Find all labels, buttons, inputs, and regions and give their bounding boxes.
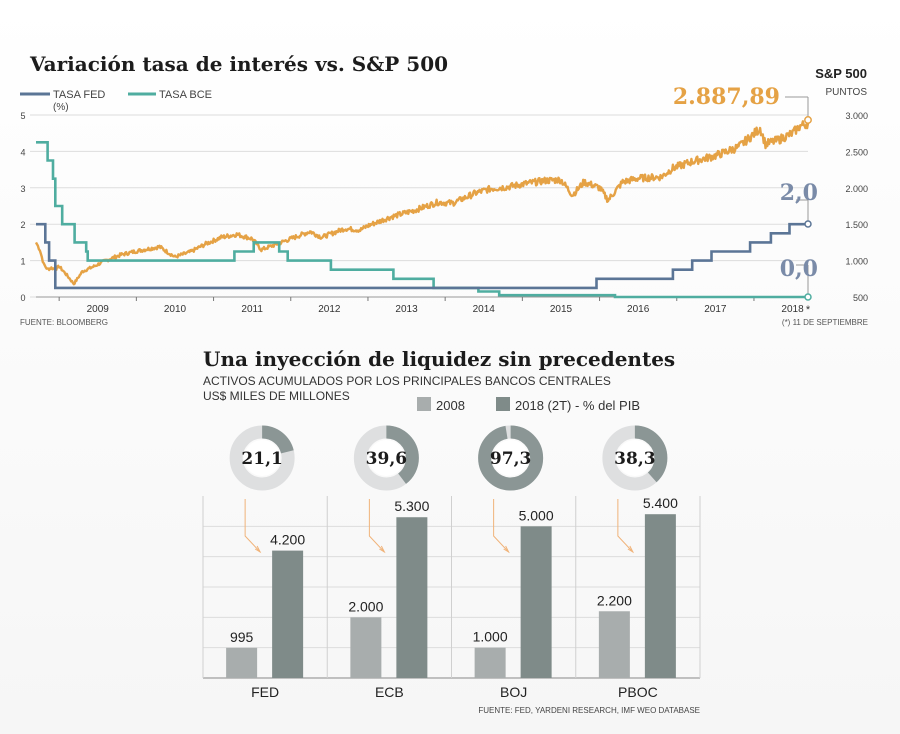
sp-end-marker [804,116,812,124]
bar-label-2008: 2.000 [348,598,383,614]
left-axis-ticks: 0 1 2 3 4 5 [20,111,25,303]
legend-bce-label: TASA BCE [159,89,212,101]
bar-2018-fed [272,550,304,678]
left-tick-label: 4 [20,147,25,157]
x-tick-label: 2012 [318,304,341,315]
donut-arc-pboc [602,425,668,491]
legend-2008-swatch [417,397,431,411]
bar-label-2008: 995 [230,629,254,645]
x-tick-label: 2017 [704,304,727,315]
pct-gdp-donuts: 21,1 39,6 97,3 38,3 [229,425,668,554]
donut-center [244,440,281,476]
bar-label-2018: 5.300 [394,498,429,514]
right-axis-title: S&P 500 [815,66,867,81]
left-tick-label: 2 [20,220,25,230]
connector-arrowhead [379,545,386,554]
pct-gdp-label-ecb: 39,6 [366,449,407,469]
x-tick-label: 2014 [473,304,496,315]
left-tick-label: 1 [20,257,25,267]
bar-label-2018: 5.400 [643,495,678,511]
x-tick-label: 2016 [627,304,650,315]
donut-arc-fed [229,425,295,491]
series-line-tasa-fed [36,222,808,290]
x-axis-ticks: 2009 2010 2011 2012 2013 2014 2015 2016 2017 2018 [36,296,808,315]
bar-2018-boj [520,526,552,678]
bottom-chart-subtitle-1: ACTIVOS ACUMULADOS POR LOS PRINCIPALES B… [203,374,611,388]
bar-2008-fed [226,647,258,678]
left-tick-label: 5 [20,111,25,121]
left-tick-label: 3 [20,184,25,194]
right-axis-unit: PUNTOS [826,87,868,98]
bar-label-2008: 2.200 [597,592,632,608]
bar-panel-dividers [202,496,701,678]
bar-label-2018: 5.000 [519,507,554,523]
donut-arc-ecb [353,425,419,491]
fed-end-marker [804,220,812,228]
category-label-boj: BOJ [500,684,527,700]
bars: 995 4.200 2.000 5.300 1.000 5.000 2.200 5.400 [226,495,678,678]
sp-last-value: 2.887,89 [673,84,780,110]
right-tick-label: 500 [853,293,868,303]
bottom-chart-source: FUENTE: FED, YARDENI RESEARCH, IMF WEO D… [478,706,700,715]
bce-last-value: 0,0 [780,256,818,282]
left-tick-label: 0 [20,293,25,303]
top-chart-source: FUENTE: BLOOMBERG [20,318,108,327]
bar-2008-pboc [598,611,630,678]
donut-connector [617,499,634,553]
donut-arc-boj [478,425,544,491]
donut-connector [493,499,509,553]
bar-label-2018: 4.200 [270,532,305,548]
left-axis-unit: (%) [53,102,69,113]
legend-2018-swatch [496,397,510,411]
donut-center [368,440,405,476]
legend-fed-label: TASA FED [53,89,105,101]
pct-gdp-label-pboc: 38,3 [614,449,655,469]
right-axis-ticks: 500 1.000 1.500 2.000 2.500 3.000 [845,111,868,303]
connector-arrowhead [503,545,510,554]
top-chart-footnote: (*) 11 DE SEPTIEMBRE [782,318,868,327]
donut-connector [244,499,261,553]
category-label-pboc: PBOC [618,684,658,700]
top-chart-title: Variación tasa de interés vs. S&P 500 [29,52,448,76]
category-label-ecb: ECB [375,684,404,700]
right-tick-label: 2.500 [845,147,868,157]
x-tick-label: 2018 [781,304,804,315]
connector-arrowhead [627,545,635,554]
bce-end-marker [804,293,812,301]
category-label-fed: FED [251,684,279,700]
bottom-chart-subtitle-2: US$ MILES DE MILLONES [203,389,350,403]
legend-2008-label: 2008 [436,398,465,413]
x-tick-label: 2011 [241,304,263,315]
right-tick-label: 1.000 [845,257,868,267]
bar-2008-boj [474,647,506,678]
legend: TASA FED (%) TASA BCE [20,89,212,113]
right-tick-label: 1.500 [845,220,868,230]
legend-2018-label: 2018 (2T) - % del PIB [515,398,640,413]
pct-gdp-label-boj: 97,3 [490,449,531,469]
donut-center [492,440,529,476]
bottom-chart-title: Una inyección de liquidez sin precedente… [203,347,675,371]
x-tick-label: 2015 [550,304,573,315]
bar-2018-ecb [396,517,428,678]
date-asterisk: * [806,304,811,316]
connector-arrowhead [254,545,262,554]
x-tick-label: 2010 [164,304,187,315]
bar-category-labels: FED ECB BOJ PBOC [251,684,658,700]
donut-connector [368,499,385,553]
pct-gdp-label-fed: 21,1 [241,449,282,469]
right-tick-label: 3.000 [845,111,868,121]
x-tick-label: 2013 [395,304,418,315]
bar-2008-ecb [350,617,382,678]
right-tick-label: 2.000 [845,184,868,194]
bar-2018-pboc [644,514,676,678]
fed-last-value: 2,0 [780,180,818,206]
series-line-sp500 [34,120,810,286]
donut-center [616,440,653,476]
bar-label-2008: 1.000 [473,629,508,645]
series-line-tasa-bce [36,141,808,299]
x-tick-label: 2009 [87,304,110,315]
